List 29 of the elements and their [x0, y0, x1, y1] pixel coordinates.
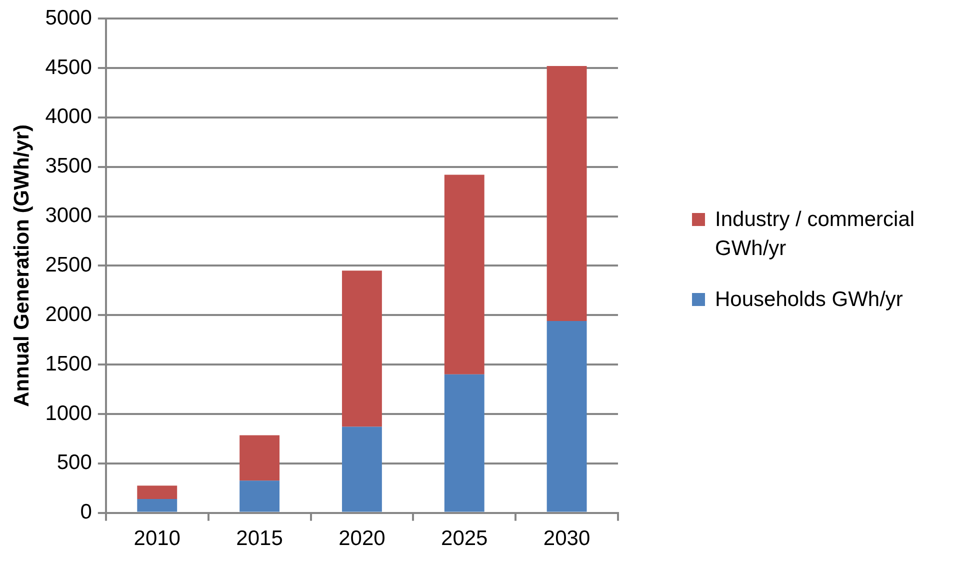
- bar: [546, 321, 587, 512]
- y-tick-label: 500: [56, 451, 92, 474]
- legend-label: Households GWh/yr: [715, 287, 903, 313]
- bar: [444, 174, 484, 374]
- y-tick-label: 3500: [45, 154, 92, 178]
- y-tick-label: 4500: [45, 56, 92, 79]
- x-tick-label: 2015: [236, 527, 283, 550]
- y-tick-label: 1500: [45, 352, 92, 376]
- x-tick-label: 2030: [543, 527, 590, 550]
- y-tick-label: 5000: [45, 6, 92, 30]
- y-tick-label: 2500: [45, 253, 92, 276]
- y-tick-label: 4000: [45, 105, 92, 128]
- bar: [546, 66, 587, 322]
- bar: [137, 486, 178, 499]
- y-tick-label: 0: [80, 500, 92, 524]
- bar: [137, 498, 178, 512]
- bar: [444, 374, 484, 512]
- bar: [240, 435, 280, 481]
- y-tick-label: 2000: [45, 302, 92, 326]
- x-tick-label: 2025: [441, 527, 488, 550]
- bar: [342, 426, 382, 512]
- bar: [342, 270, 382, 427]
- y-tick-label: 3000: [45, 204, 92, 228]
- x-tick-label: 2010: [134, 527, 180, 550]
- legend-label: Industry / commercial GWh/yr: [715, 207, 916, 262]
- x-tick-label: 2020: [338, 527, 386, 550]
- y-axis-title: Annual Generation (GWh/yr): [10, 124, 34, 407]
- bar: [240, 480, 280, 512]
- y-tick-label: 1000: [45, 402, 92, 425]
